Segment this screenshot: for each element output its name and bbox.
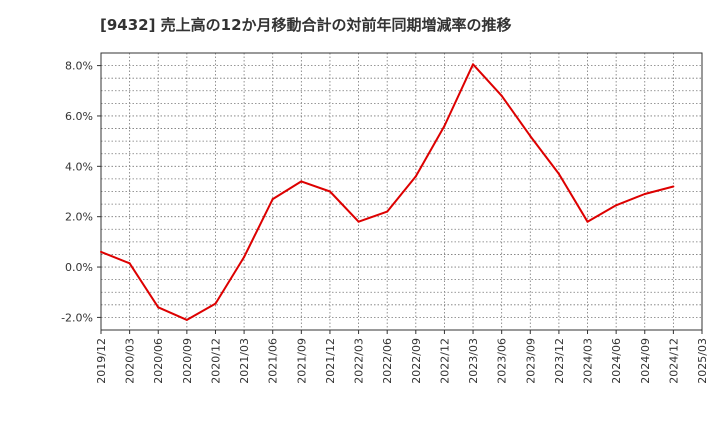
y-tick-label: 2.0% xyxy=(65,211,93,224)
data-point xyxy=(472,63,475,66)
x-tick-label: 2023/12 xyxy=(553,338,566,384)
data-point xyxy=(386,210,389,213)
x-tick-label: 2022/03 xyxy=(353,338,366,384)
data-point xyxy=(157,306,160,309)
data-point xyxy=(100,250,102,253)
y-tick-label: 6.0% xyxy=(65,110,93,123)
x-tick-label: 2024/12 xyxy=(667,338,680,384)
data-point xyxy=(300,180,303,183)
data-point xyxy=(672,185,675,188)
x-tick-label: 2021/09 xyxy=(295,338,308,384)
x-tick-label: 2020/06 xyxy=(152,338,165,384)
x-tick-label: 2020/12 xyxy=(209,338,222,384)
x-tick-label: 2022/09 xyxy=(410,338,423,384)
data-point xyxy=(557,172,560,175)
x-tick-label: 2024/09 xyxy=(639,338,652,384)
grid-lines xyxy=(101,53,702,330)
x-tick-label: 2024/03 xyxy=(582,338,595,384)
data-point xyxy=(414,175,417,178)
y-axis-ticks: -2.0% 0.0% 2.0% 4.0% 6.0% 8.0% xyxy=(61,60,101,324)
data-point xyxy=(586,220,589,223)
x-tick-label: 2022/06 xyxy=(381,338,394,384)
y-tick-label: 8.0% xyxy=(65,60,93,73)
data-point xyxy=(357,220,360,223)
data-point xyxy=(128,262,131,265)
x-tick-label: 2023/03 xyxy=(467,338,480,384)
data-point xyxy=(500,94,503,97)
data-point xyxy=(643,193,646,196)
data-point xyxy=(271,198,274,201)
x-tick-label: 2020/03 xyxy=(124,338,137,384)
x-tick-label: 2022/12 xyxy=(438,338,451,384)
data-point xyxy=(243,255,246,258)
x-tick-label: 2020/09 xyxy=(181,338,194,384)
chart-title: [9432] 売上高の12か月移動合計の対前年同期増減率の推移 xyxy=(100,16,512,34)
x-tick-label: 2021/12 xyxy=(324,338,337,384)
data-point xyxy=(328,190,331,193)
plot-area-frame xyxy=(100,52,703,331)
x-tick-label: 2023/09 xyxy=(524,338,537,384)
x-axis-ticks: 2019/12 2020/03 2020/06 2020/09 2020/12 2021/… xyxy=(95,330,709,384)
data-point xyxy=(615,204,618,207)
x-tick-label: 2021/03 xyxy=(238,338,251,384)
y-tick-label: 4.0% xyxy=(65,160,93,173)
data-point xyxy=(529,135,532,138)
x-tick-label: 2024/06 xyxy=(610,338,623,384)
x-tick-label: 2025/03 xyxy=(696,338,709,384)
x-tick-label: 2023/06 xyxy=(496,338,509,384)
y-tick-label: -2.0% xyxy=(61,311,93,324)
series-layer xyxy=(100,63,675,321)
data-point xyxy=(214,302,217,305)
data-point xyxy=(443,125,446,128)
data-point xyxy=(185,318,188,321)
y-tick-label: 0.0% xyxy=(65,261,93,274)
x-tick-label: 2021/06 xyxy=(267,338,280,384)
x-tick-label: 2019/12 xyxy=(95,338,108,384)
